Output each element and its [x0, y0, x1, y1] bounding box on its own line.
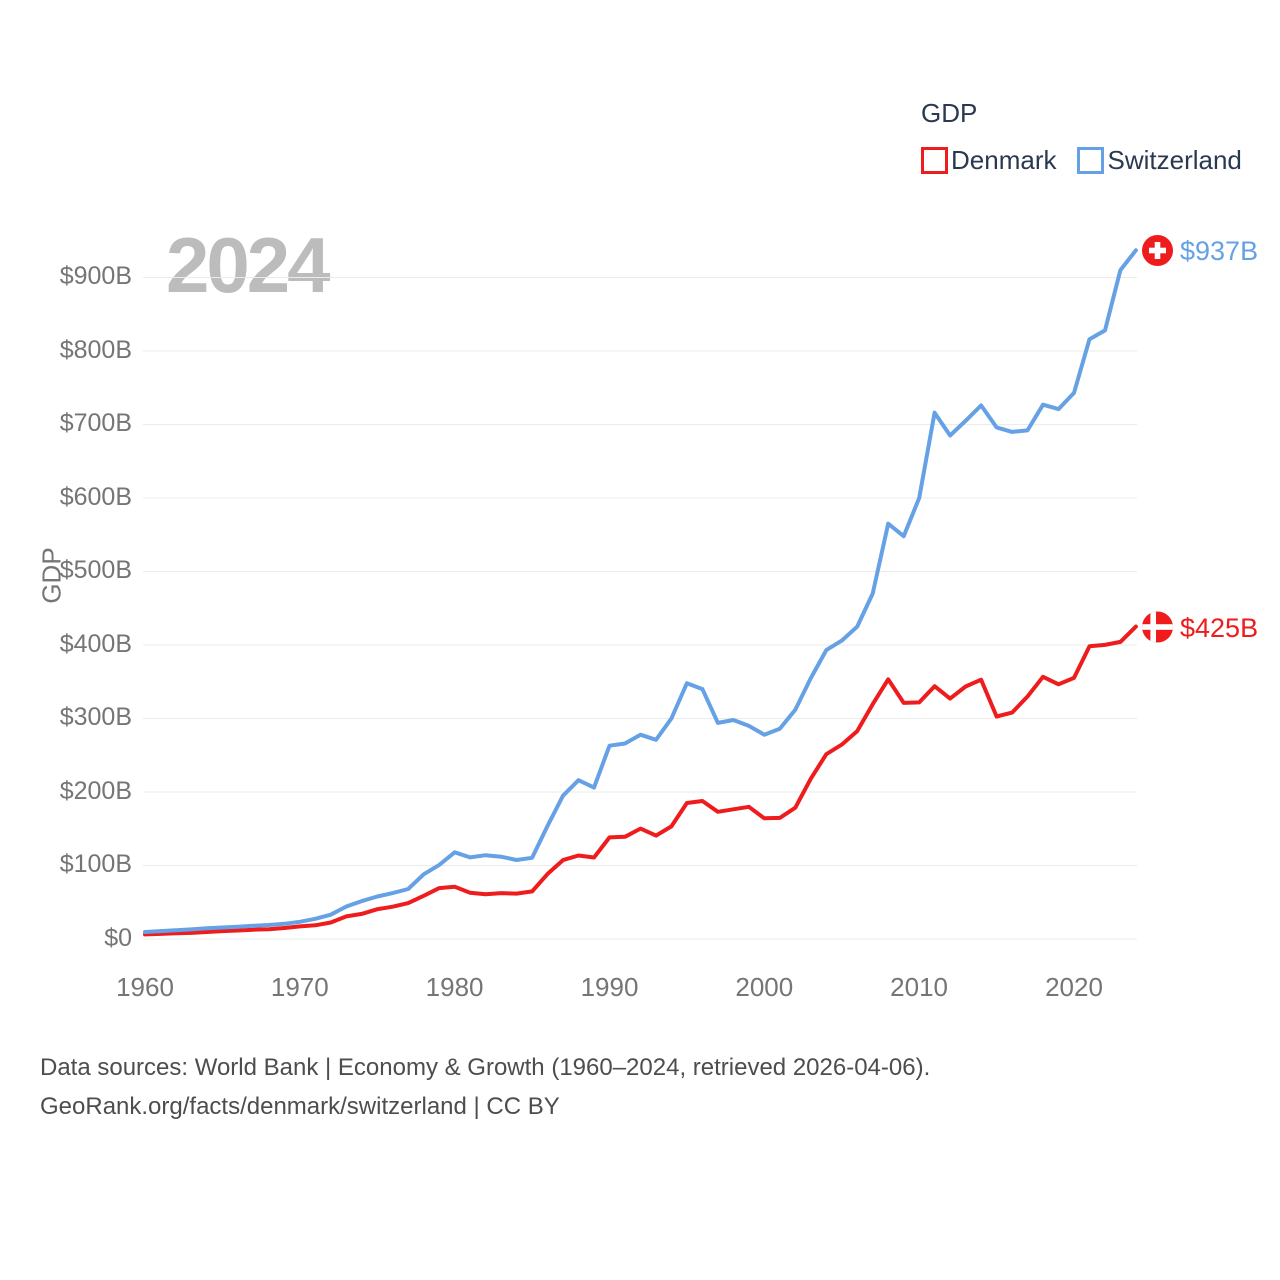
y-tick-900: $900B — [59, 262, 132, 290]
y-tick-300: $300B — [59, 703, 132, 731]
legend-items: Denmark Switzerland — [921, 145, 1242, 176]
series-line-switzerland — [143, 248, 1138, 934]
y-tick-400: $400B — [59, 629, 132, 658]
switzerland-swatch-icon — [1077, 147, 1105, 174]
footer-line-sources: Data sources: World Bank | Economy & Gro… — [40, 1054, 931, 1081]
year-watermark: 2024 — [166, 221, 331, 309]
legend-title: GDP — [921, 98, 978, 128]
x-tick-1970: 1970 — [270, 972, 329, 1002]
series-line-denmark — [143, 624, 1138, 937]
series-lines — [143, 248, 1138, 937]
legend: GDP Denmark Switzerland — [921, 98, 1242, 176]
gridlines — [143, 277, 1137, 940]
denmark-swatch-icon — [921, 147, 948, 174]
y-tick-100: $100B — [59, 850, 132, 878]
footer: Data sources: World Bank | Economy & Gro… — [40, 1048, 930, 1126]
y-tick-0: $0 — [104, 923, 132, 952]
legend-item-label-switzerland: Switzerland — [1107, 145, 1242, 175]
footer-line-attribution: GeoRank.org/facts/denmark/switzerland | … — [40, 1093, 560, 1120]
y-tick-700: $700B — [59, 409, 132, 437]
legend-item-denmark[interactable]: Denmark — [921, 145, 1056, 176]
x-tick-1980: 1980 — [425, 972, 484, 1002]
switzerland-value-label: $937B — [1180, 236, 1259, 266]
y-tick-800: $800B — [59, 335, 132, 364]
x-tick-2000: 2000 — [735, 972, 794, 1002]
y-tick-600: $600B — [59, 482, 132, 511]
switzerland-flag-icon — [1142, 235, 1173, 266]
legend-item-label-denmark: Denmark — [951, 145, 1057, 175]
y-tick-500: $500B — [59, 556, 132, 584]
denmark-value-label: $425B — [1180, 613, 1259, 643]
x-tick-1960: 1960 — [116, 972, 174, 1002]
y-tick-200: $200B — [59, 776, 132, 805]
x-tick-2020: 2020 — [1045, 972, 1103, 1002]
x-tick-1990: 1990 — [580, 972, 639, 1002]
denmark-flag-icon — [1142, 611, 1173, 643]
x-tick-2010: 2010 — [890, 972, 949, 1002]
legend-item-switzerland[interactable]: Switzerland — [1077, 145, 1242, 176]
